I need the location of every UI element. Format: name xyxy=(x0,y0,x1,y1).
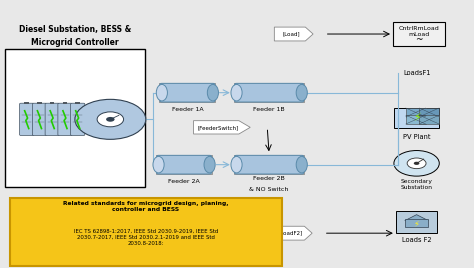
FancyBboxPatch shape xyxy=(396,211,438,233)
FancyBboxPatch shape xyxy=(58,103,72,135)
Circle shape xyxy=(106,117,115,122)
FancyBboxPatch shape xyxy=(234,155,304,174)
FancyBboxPatch shape xyxy=(45,103,59,135)
FancyBboxPatch shape xyxy=(234,83,304,102)
FancyBboxPatch shape xyxy=(235,155,304,174)
Circle shape xyxy=(414,162,419,165)
Text: [Load]: [Load] xyxy=(283,32,300,36)
Polygon shape xyxy=(274,27,313,41)
Bar xyxy=(50,102,55,104)
FancyBboxPatch shape xyxy=(405,219,428,227)
Ellipse shape xyxy=(204,157,215,173)
Text: ⚡: ⚡ xyxy=(413,113,420,123)
FancyBboxPatch shape xyxy=(159,83,215,102)
Polygon shape xyxy=(405,215,428,221)
Text: Feeder 2B: Feeder 2B xyxy=(253,176,285,181)
Ellipse shape xyxy=(231,84,242,101)
Circle shape xyxy=(407,158,426,169)
Text: Diesel Substation, BESS &: Diesel Substation, BESS & xyxy=(19,25,131,34)
FancyBboxPatch shape xyxy=(156,155,211,174)
Polygon shape xyxy=(273,226,312,240)
Text: ⚡: ⚡ xyxy=(414,219,419,228)
Text: CntrlRmLoad
mLoad: CntrlRmLoad mLoad xyxy=(399,26,439,37)
FancyBboxPatch shape xyxy=(71,103,85,135)
Circle shape xyxy=(97,112,124,127)
Text: IEC TS 62898-1:2017, IEEE Std 2030.9-2019, IEEE Std
2030.7-2017, IEEE Std 2030.2: IEC TS 62898-1:2017, IEEE Std 2030.9-201… xyxy=(74,229,218,246)
Text: Secondary
Substation: Secondary Substation xyxy=(401,179,433,190)
Text: ~: ~ xyxy=(415,35,423,44)
Ellipse shape xyxy=(296,84,307,101)
Ellipse shape xyxy=(153,157,164,173)
Bar xyxy=(75,102,80,104)
Ellipse shape xyxy=(231,157,242,173)
FancyBboxPatch shape xyxy=(406,115,426,124)
Text: [LoadF2]: [LoadF2] xyxy=(278,231,302,236)
FancyBboxPatch shape xyxy=(419,115,439,124)
Ellipse shape xyxy=(156,84,167,101)
FancyBboxPatch shape xyxy=(406,108,426,117)
Circle shape xyxy=(75,99,146,139)
Text: Microgrid Controller: Microgrid Controller xyxy=(31,38,119,47)
Text: Feeder 1B: Feeder 1B xyxy=(253,107,285,112)
FancyBboxPatch shape xyxy=(419,108,439,117)
Text: Related standards for microgrid design, planing,
controller and BESS: Related standards for microgrid design, … xyxy=(63,201,229,212)
Bar xyxy=(25,102,29,104)
Bar xyxy=(63,102,67,104)
Text: PV Plant: PV Plant xyxy=(403,134,430,140)
FancyBboxPatch shape xyxy=(393,22,445,46)
Text: LoadsF1: LoadsF1 xyxy=(403,70,430,76)
FancyBboxPatch shape xyxy=(156,155,212,174)
Circle shape xyxy=(394,151,439,176)
FancyBboxPatch shape xyxy=(394,108,439,128)
FancyBboxPatch shape xyxy=(5,49,145,187)
Text: [FeederSwitch]: [FeederSwitch] xyxy=(198,125,239,130)
Polygon shape xyxy=(193,121,250,134)
FancyBboxPatch shape xyxy=(160,83,215,102)
FancyBboxPatch shape xyxy=(32,103,46,135)
FancyBboxPatch shape xyxy=(235,83,304,102)
FancyBboxPatch shape xyxy=(19,103,34,135)
Ellipse shape xyxy=(207,84,219,101)
Text: & NO Switch: & NO Switch xyxy=(249,187,289,192)
Bar xyxy=(37,102,42,104)
Text: Feeder 1A: Feeder 1A xyxy=(172,107,203,112)
Ellipse shape xyxy=(296,157,307,173)
Text: Feeder 2A: Feeder 2A xyxy=(168,179,200,184)
Text: Loads F2: Loads F2 xyxy=(402,237,431,243)
FancyBboxPatch shape xyxy=(10,198,282,266)
